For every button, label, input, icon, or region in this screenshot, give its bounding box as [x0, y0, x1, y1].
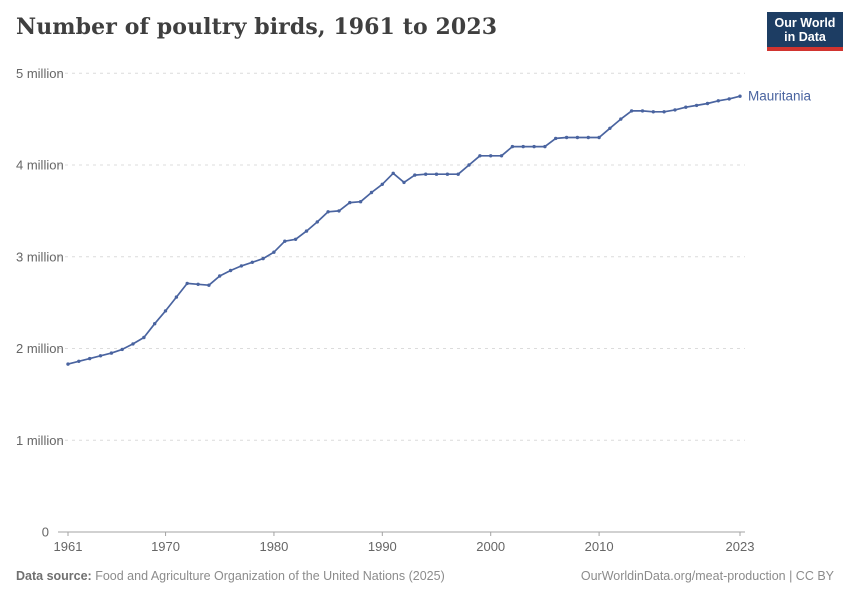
- data-point[interactable]: [218, 274, 222, 278]
- data-point[interactable]: [369, 190, 374, 195]
- owid-logo: Our World in Data: [767, 12, 843, 51]
- data-point[interactable]: [554, 136, 558, 141]
- data-point[interactable]: [293, 237, 298, 241]
- chart-footer: Data source: Food and Agriculture Organi…: [16, 569, 834, 583]
- data-point[interactable]: [510, 144, 515, 149]
- data-source-text: Food and Agriculture Organization of the…: [95, 569, 445, 583]
- x-axis-tick-label: 2000: [476, 539, 505, 554]
- data-point[interactable]: [153, 322, 157, 326]
- data-point[interactable]: [467, 163, 471, 167]
- data-point[interactable]: [337, 209, 341, 213]
- data-point[interactable]: [684, 105, 688, 109]
- data-point[interactable]: [272, 250, 276, 254]
- data-source-label: Data source:: [16, 569, 92, 583]
- data-point[interactable]: [239, 264, 244, 268]
- data-point[interactable]: [207, 283, 211, 287]
- data-point[interactable]: [456, 172, 460, 176]
- data-point[interactable]: [391, 171, 395, 175]
- data-point[interactable]: [716, 99, 720, 103]
- data-line: [67, 95, 741, 365]
- data-point[interactable]: [77, 359, 81, 363]
- data-point[interactable]: [348, 200, 352, 205]
- data-point[interactable]: [66, 362, 70, 366]
- data-point[interactable]: [120, 347, 124, 352]
- data-point[interactable]: [326, 210, 330, 214]
- y-axis-tick-label: 4 million: [16, 158, 64, 173]
- data-point[interactable]: [315, 220, 319, 224]
- data-point[interactable]: [532, 144, 536, 149]
- data-point[interactable]: [142, 335, 146, 340]
- data-point[interactable]: [98, 354, 103, 358]
- data-point[interactable]: [727, 97, 731, 101]
- data-point[interactable]: [413, 173, 417, 177]
- x-axis-tick-label: 1990: [368, 539, 397, 554]
- data-point[interactable]: [424, 172, 428, 176]
- x-axis-tick-label: 1961: [54, 539, 83, 554]
- y-axis-tick-label: 3 million: [16, 249, 64, 264]
- x-axis-tick-label: 2023: [726, 539, 755, 554]
- data-point[interactable]: [109, 351, 114, 355]
- data-point[interactable]: [250, 260, 254, 264]
- data-point[interactable]: [738, 94, 742, 98]
- data-point[interactable]: [434, 172, 439, 176]
- data-point[interactable]: [499, 154, 504, 158]
- y-axis-tick-label: 0: [42, 525, 49, 540]
- x-axis-tick-label: 2010: [585, 539, 614, 554]
- data-point[interactable]: [608, 126, 612, 130]
- data-point[interactable]: [478, 154, 482, 158]
- data-point[interactable]: [489, 154, 493, 158]
- data-point[interactable]: [196, 282, 200, 286]
- data-point[interactable]: [586, 135, 590, 140]
- data-point[interactable]: [640, 109, 645, 113]
- data-point[interactable]: [629, 109, 634, 113]
- data-point[interactable]: [163, 309, 168, 313]
- page-title: Number of poultry birds, 1961 to 2023: [16, 14, 498, 40]
- y-axis-tick-label: 5 million: [16, 66, 64, 81]
- data-point[interactable]: [619, 117, 623, 121]
- data-point[interactable]: [380, 182, 384, 186]
- data-source: Data source: Food and Agriculture Organi…: [16, 569, 445, 583]
- attribution: OurWorldinData.org/meat-production | CC …: [580, 569, 834, 583]
- data-point[interactable]: [261, 256, 265, 261]
- data-point[interactable]: [694, 103, 699, 108]
- x-axis-tick-label: 1970: [151, 539, 180, 554]
- data-point[interactable]: [705, 101, 710, 106]
- data-point[interactable]: [228, 268, 233, 273]
- data-point[interactable]: [651, 110, 655, 114]
- data-point[interactable]: [445, 172, 450, 176]
- owid-logo-line2: in Data: [784, 30, 826, 44]
- data-point[interactable]: [185, 281, 189, 286]
- data-point[interactable]: [88, 356, 92, 361]
- data-point[interactable]: [283, 239, 287, 243]
- data-point[interactable]: [521, 144, 525, 149]
- data-point[interactable]: [662, 110, 666, 114]
- data-point[interactable]: [564, 135, 569, 140]
- data-point[interactable]: [402, 180, 406, 185]
- data-point[interactable]: [597, 135, 601, 140]
- data-point[interactable]: [304, 229, 309, 233]
- data-point[interactable]: [131, 342, 135, 346]
- data-point[interactable]: [174, 295, 179, 299]
- x-axis-tick-label: 1980: [259, 539, 288, 554]
- data-point[interactable]: [575, 135, 580, 140]
- data-point[interactable]: [543, 144, 547, 149]
- owid-logo-line1: Our World: [774, 16, 836, 30]
- y-axis-tick-label: 1 million: [16, 433, 64, 448]
- data-point[interactable]: [673, 108, 677, 112]
- y-axis-tick-label: 2 million: [16, 341, 64, 356]
- data-point[interactable]: [358, 200, 363, 204]
- series-label: Mauritania: [748, 89, 812, 104]
